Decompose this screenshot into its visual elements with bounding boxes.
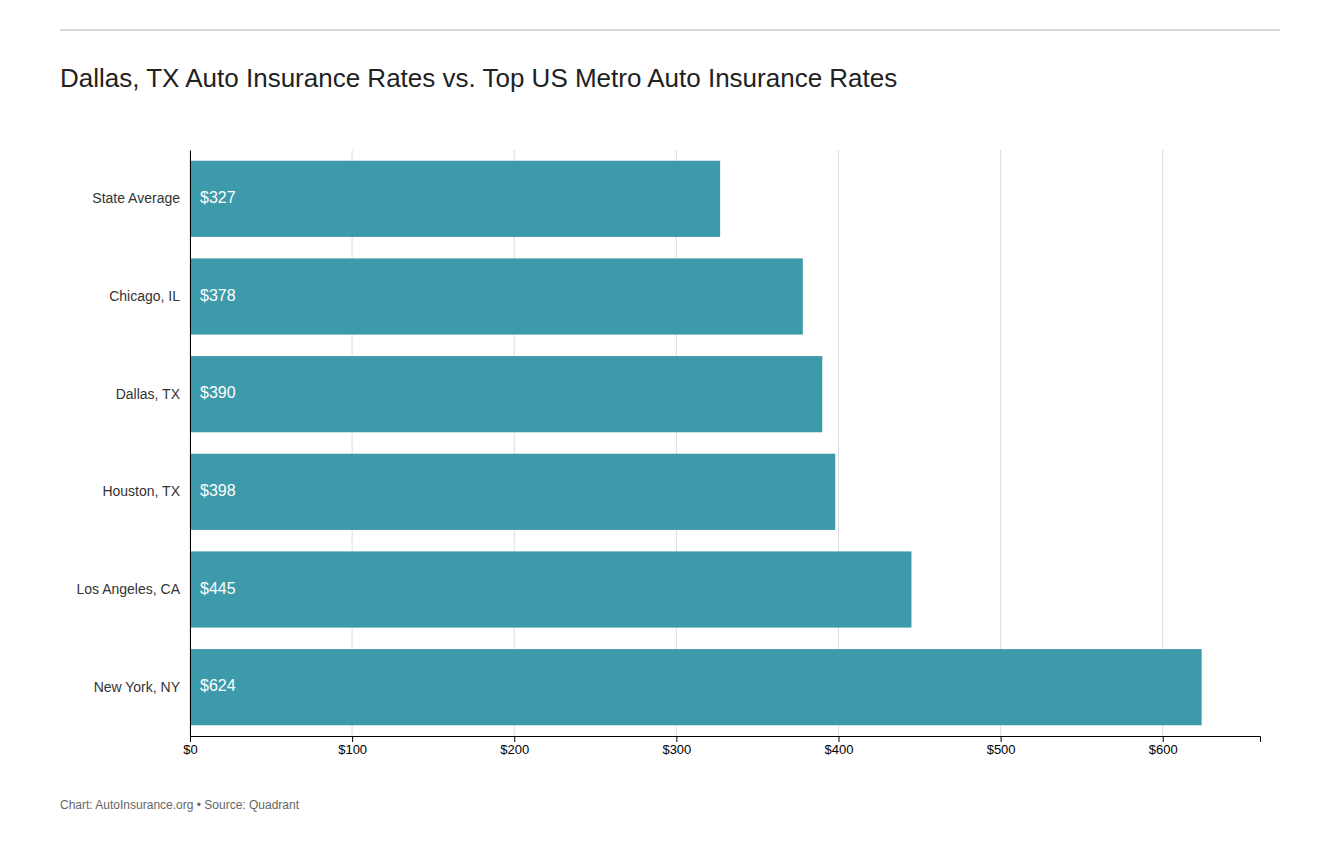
bar (190, 551, 911, 627)
data-label: $445 (200, 580, 236, 597)
y-tick: New York, NY (94, 679, 190, 695)
data-label: $398 (200, 482, 236, 499)
grid-line (190, 150, 191, 736)
x-tick-mark (514, 736, 515, 742)
y-tick-label: Dallas, TX (116, 386, 181, 402)
data-label: $327 (200, 189, 236, 206)
data-labels: $327 $378 $390 $398 $445 $624 (200, 189, 236, 694)
x-tick-mark (676, 736, 677, 742)
bar (190, 454, 835, 530)
grid-line (838, 150, 839, 736)
y-tick: Dallas, TX (116, 386, 190, 402)
x-tick-label: $400 (825, 742, 854, 757)
x-tick-label: $300 (662, 742, 691, 757)
grid-line (676, 150, 677, 736)
x-tick: $600 (1149, 736, 1178, 757)
grid-line (1162, 150, 1163, 736)
x-tick-label: $0 (183, 742, 197, 757)
x-tick: $500 (987, 736, 1016, 757)
caption: Chart: AutoInsurance.org • Source: Quadr… (60, 798, 300, 812)
x-tick-mark (838, 736, 839, 742)
grid (190, 150, 1163, 736)
grid-line (352, 150, 353, 736)
x-tick-label: $100 (338, 742, 367, 757)
y-tick-label: Los Angeles, CA (76, 581, 180, 597)
x-axis-line (191, 737, 1261, 743)
y-tick-label: New York, NY (94, 679, 181, 695)
x-axis: $0 $100 $200 $300 $400 $500 $600 (183, 736, 1260, 757)
y-tick-label: Chicago, IL (109, 288, 180, 304)
x-tick-label: $200 (500, 742, 529, 757)
y-axis-line (190, 151, 191, 737)
y-tick: Los Angeles, CA (76, 581, 190, 597)
y-tick: Houston, TX (102, 483, 190, 499)
data-label: $378 (200, 287, 236, 304)
chart-svg: Dallas, TX Auto Insurance Rates vs. Top … (0, 0, 1320, 856)
x-tick-mark (1163, 736, 1164, 742)
x-tick-label: $500 (987, 742, 1016, 757)
y-tick: Chicago, IL (109, 288, 190, 304)
x-tick-mark (1001, 736, 1002, 742)
grid-line (1000, 150, 1001, 736)
y-tick-label: Houston, TX (102, 483, 180, 499)
bars (190, 161, 1202, 726)
plot: $327 $378 $390 $398 $445 $624 $0 $100 $200 $300 $4… (76, 150, 1260, 757)
top-rule (60, 29, 1280, 31)
grid-line (514, 150, 515, 736)
x-tick: $0 (183, 736, 197, 757)
y-tick: State Average (92, 190, 190, 206)
x-tick: $100 (338, 736, 367, 757)
title: Dallas, TX Auto Insurance Rates vs. Top … (60, 63, 897, 93)
x-tick: $400 (825, 736, 854, 757)
y-axis: State Average Chicago, IL Dallas, TX Housto… (76, 151, 190, 737)
bar (190, 161, 720, 237)
data-label: $390 (200, 384, 236, 401)
x-tick: $300 (662, 736, 691, 757)
x-tick-mark (190, 736, 191, 742)
data-label: $624 (200, 677, 236, 694)
bar (190, 258, 803, 334)
x-tick-label: $600 (1149, 742, 1178, 757)
x-tick: $200 (500, 736, 529, 757)
bar (190, 356, 822, 432)
x-tick-mark (352, 736, 353, 742)
y-tick-label: State Average (92, 190, 180, 206)
bar (190, 649, 1202, 725)
